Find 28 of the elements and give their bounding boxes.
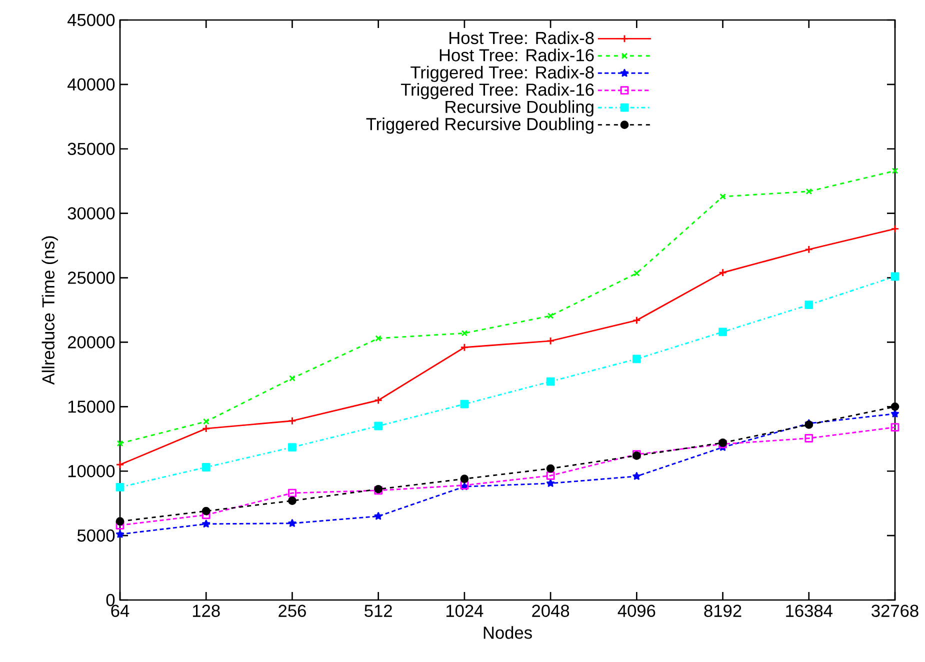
legend-label: Recursive Doubling (446, 100, 594, 116)
x-tick-label: 4096 (618, 604, 656, 617)
legend-label: Triggered Tree: Radix-16 (400, 83, 594, 100)
x-tick-label: 512 (364, 604, 392, 617)
x-tick-label: 256 (278, 604, 306, 617)
x-tick-label: 8192 (704, 604, 742, 617)
y-tick-label: 10000 (68, 464, 115, 478)
y-tick-label: 25000 (68, 272, 115, 284)
y-tick-label: 20000 (68, 336, 115, 348)
x-axis-title: Nodes (484, 626, 532, 639)
y-tick-label: 15000 (68, 400, 115, 413)
x-tick-label: 1024 (446, 604, 484, 617)
x-tick-label: 16384 (786, 604, 832, 617)
legend-label: Host Tree: Radix-8 (450, 31, 594, 44)
x-tick-label: 64 (111, 604, 130, 617)
y-tick-label: 5000 (77, 529, 115, 542)
y-tick-label: 45000 (67, 14, 115, 26)
x-tick-label: 128 (192, 604, 220, 617)
y-tick-label: 0 (106, 594, 115, 606)
x-tick-label: 2048 (532, 604, 570, 617)
y-tick-label: 30000 (68, 207, 115, 220)
y-tick-label: 35000 (68, 142, 115, 156)
legend-label: Host Tree: Radix-16 (440, 48, 594, 62)
x-tick-label: 32768 (872, 604, 918, 617)
legend-label: Triggered Tree: Radix-8 (410, 66, 594, 82)
legend-label: Triggered Recursive Doubling (366, 118, 594, 134)
y-tick-label: 40000 (67, 78, 115, 91)
y-axis-title: Allreduce Time (ns) (42, 236, 58, 385)
